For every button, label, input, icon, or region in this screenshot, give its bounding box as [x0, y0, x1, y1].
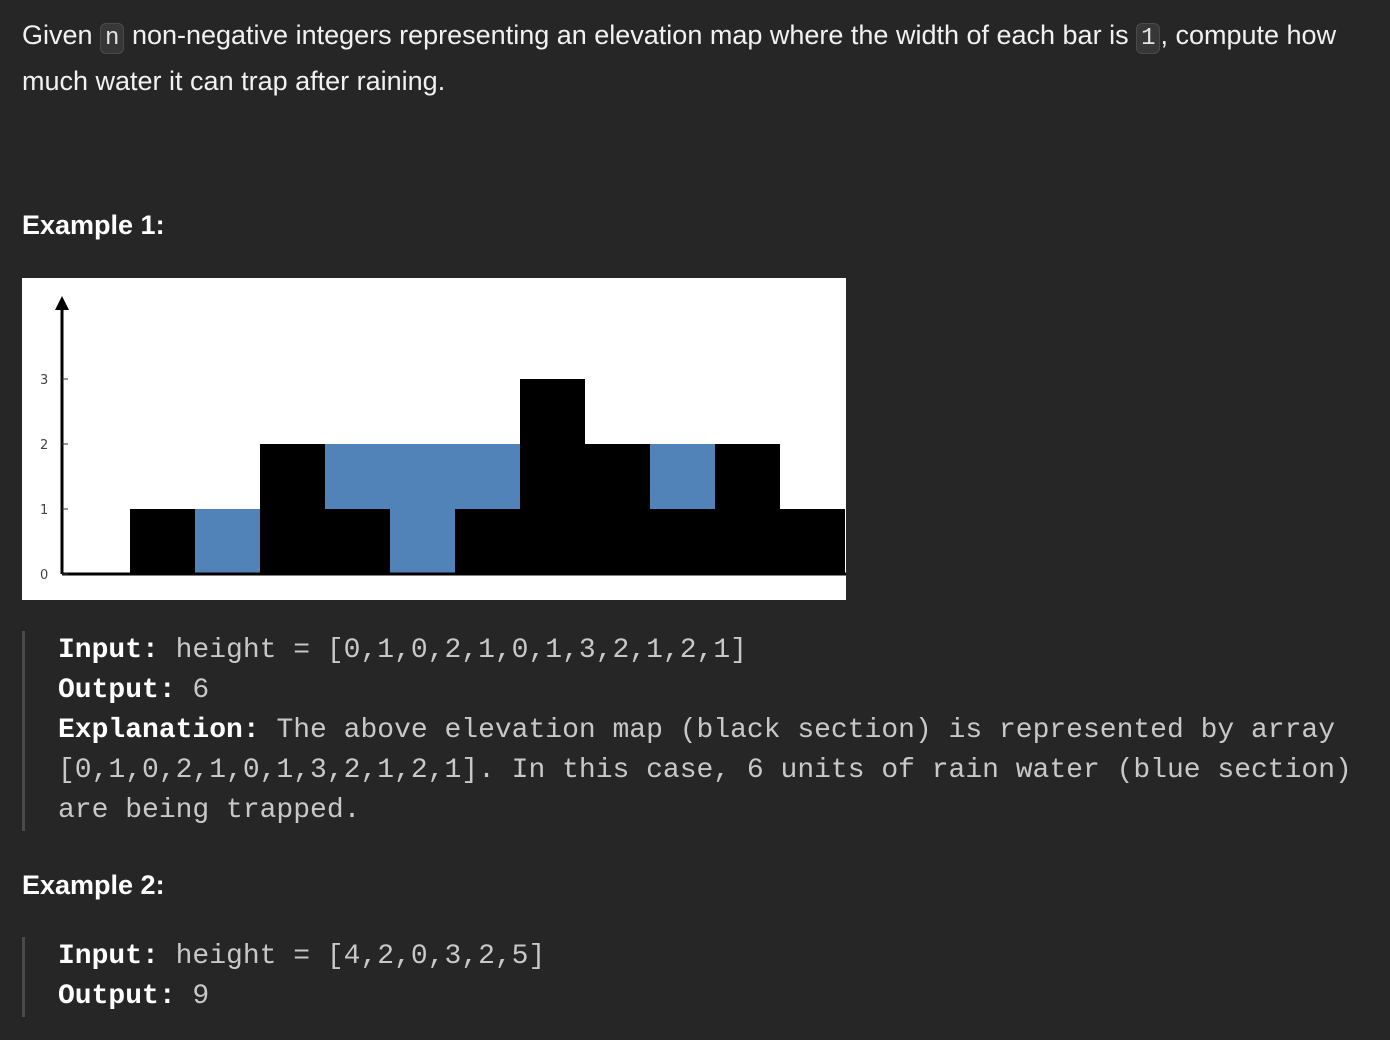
output-label: Output: — [58, 981, 176, 1012]
elevation-bar — [715, 444, 780, 574]
y-tick-label: 1 — [40, 503, 48, 518]
y-tick-label: 2 — [40, 438, 48, 453]
input-value: height = [4,2,0,3,2,5] — [158, 941, 546, 972]
example-1-output-line: Output: 6 — [58, 671, 1378, 711]
problem-text-1: Given — [22, 20, 101, 50]
input-label: Input: — [58, 635, 159, 666]
water-bar — [325, 444, 390, 509]
elevation-bar — [520, 379, 585, 574]
example-1-block: Input: height = [0,1,0,2,1,0,1,3,2,1,2,1… — [22, 631, 1378, 831]
elevation-bar — [585, 444, 650, 574]
elevation-bar — [650, 509, 715, 574]
output-value: 6 — [175, 675, 210, 706]
input-label: Input: — [58, 941, 159, 972]
example-2-input-line: Input: height = [4,2,0,3,2,5] — [58, 937, 545, 977]
elevation-map-chart: 0 1 2 3 — [40, 296, 846, 583]
problem-text-2: non-negative integers representing an el… — [124, 20, 1137, 50]
problem-text-3: , compute how much water it can trap aft… — [22, 20, 1337, 96]
example-1-heading: Example 1: — [22, 210, 165, 240]
elevation-bar — [260, 444, 325, 574]
explanation-label: Explanation: — [58, 715, 260, 746]
example-2-block: Input: height = [4,2,0,3,2,5] Output: 9 — [22, 937, 545, 1017]
water-bar — [390, 444, 455, 574]
explanation-value: The above elevation map (black section) … — [58, 715, 1352, 826]
elevation-map-figure: 0 1 2 3 — [22, 278, 846, 600]
output-value: 9 — [175, 981, 210, 1012]
water-bar — [650, 444, 715, 509]
y-axis-arrow-icon — [55, 296, 69, 310]
y-tick-label: 0 — [40, 568, 48, 583]
water-bar — [455, 444, 520, 509]
y-tick-label: 3 — [40, 373, 48, 388]
example-1-explanation-line: Explanation: The above elevation map (bl… — [58, 711, 1378, 831]
elevation-bar — [455, 509, 520, 574]
input-value: height = [0,1,0,2,1,0,1,3,2,1,2,1] — [158, 635, 747, 666]
example-2-heading: Example 2: — [22, 870, 165, 900]
elevation-bar — [780, 509, 845, 574]
problem-statement: Given n non-negative integers representi… — [22, 14, 1382, 102]
water-bar — [195, 509, 260, 574]
inline-code-one: 1 — [1136, 23, 1161, 54]
example-1-input-line: Input: height = [0,1,0,2,1,0,1,3,2,1,2,1… — [58, 631, 1378, 671]
elevation-bar — [325, 509, 390, 574]
output-label: Output: — [58, 675, 176, 706]
inline-code-n: n — [100, 23, 125, 54]
elevation-bar — [130, 509, 195, 574]
example-2-output-line: Output: 9 — [58, 977, 545, 1017]
